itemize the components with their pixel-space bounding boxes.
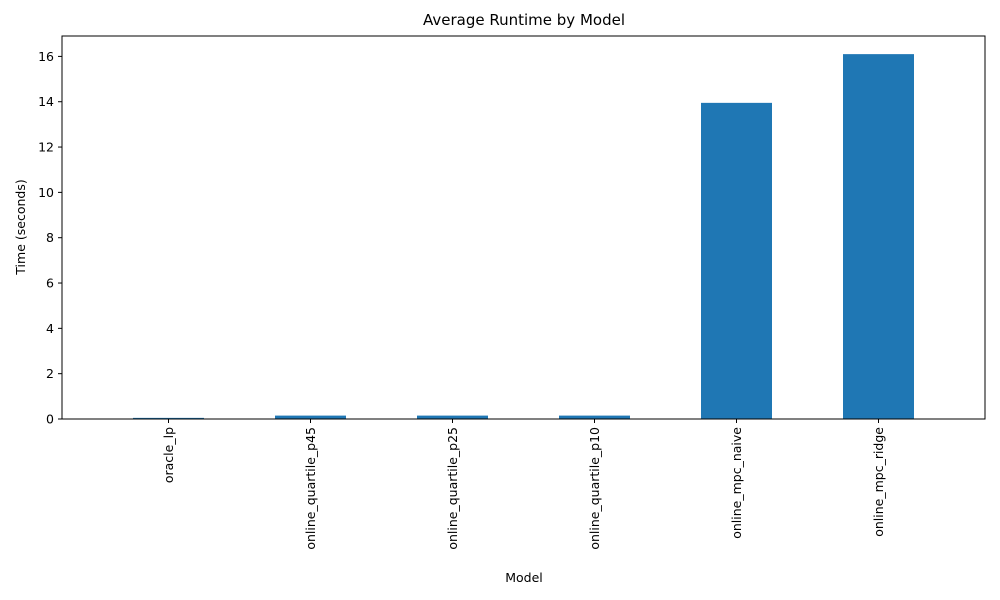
y-tick-label: 12 <box>38 140 54 155</box>
y-axis: 0 2 4 6 8 10 12 14 16 <box>38 49 62 427</box>
bar-online_mpc_ridge <box>843 54 914 419</box>
plot-frame <box>61 35 986 420</box>
chart-title: Average Runtime by Model <box>423 11 625 29</box>
bar-online_quartile_p45 <box>275 415 346 419</box>
y-tick-label: 2 <box>46 366 54 381</box>
x-axis-title: Model <box>505 570 543 585</box>
x-tick-label: online_quartile_p25 <box>445 427 460 550</box>
y-axis-title: Time (seconds) <box>13 179 28 275</box>
bar-online_quartile_p10 <box>559 415 630 419</box>
y-tick-label: 8 <box>46 230 54 245</box>
y-tick-label: 10 <box>38 185 54 200</box>
x-tick-label: online_quartile_p45 <box>303 427 318 550</box>
y-tick-label: 16 <box>38 49 54 64</box>
y-tick-label: 6 <box>46 276 54 291</box>
y-tick-label: 0 <box>46 412 54 427</box>
x-axis: oracle_lp online_quartile_p45 online_quart… <box>161 419 886 550</box>
x-tick-label: oracle_lp <box>161 427 176 483</box>
x-tick-label: online_mpc_ridge <box>871 427 886 537</box>
x-tick-label: online_quartile_p10 <box>587 427 602 550</box>
bar-online_quartile_p25 <box>417 415 488 419</box>
y-tick-label: 4 <box>46 321 54 336</box>
bar-oracle_lp <box>133 417 204 419</box>
bars-group <box>133 54 914 419</box>
x-tick-label: online_mpc_naive <box>729 427 744 539</box>
bar-online_mpc_naive <box>701 102 772 419</box>
y-tick-label: 14 <box>38 94 54 109</box>
